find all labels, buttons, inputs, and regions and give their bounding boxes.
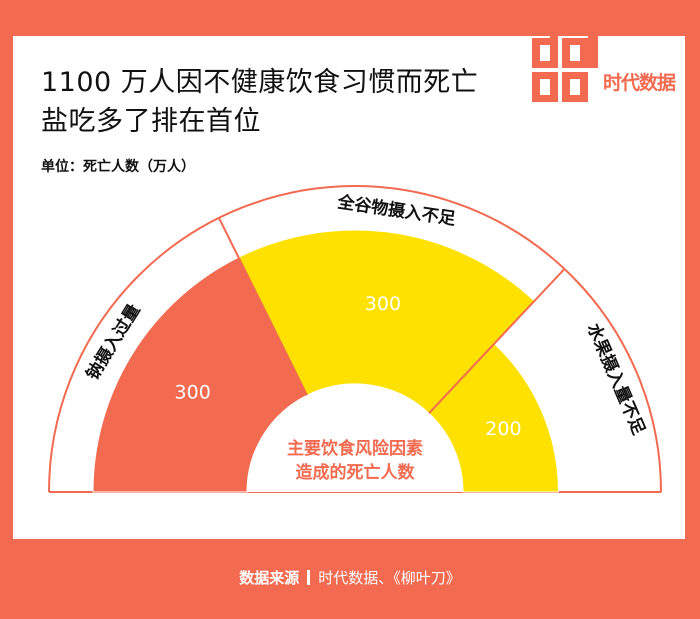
separator-1 bbox=[428, 268, 566, 414]
source-divider bbox=[307, 570, 311, 585]
footer: 数据来源 时代数据、《柳叶刀》 bbox=[0, 558, 700, 598]
data-logo-icon bbox=[532, 14, 598, 102]
brand-logo-text: 时代数据 bbox=[603, 72, 676, 94]
center-label-1: 造成的死亡人数 bbox=[296, 462, 416, 483]
source-label: 数据来源 bbox=[239, 569, 300, 587]
data-label-1: 300 bbox=[365, 293, 401, 315]
center-label-0: 主要饮食风险因素 bbox=[287, 438, 423, 459]
chart-subtitle: 盐吃多了排在首位 bbox=[41, 106, 261, 137]
unit-label: 单位：死亡人数（万人） bbox=[41, 159, 195, 175]
chart-title: 1100 万人因不健康饮食习惯而死亡 bbox=[41, 67, 479, 98]
center-hub bbox=[247, 384, 463, 492]
source-text: 时代数据、《柳叶刀》 bbox=[318, 569, 461, 587]
outer-arc bbox=[48, 185, 662, 493]
separator-0 bbox=[218, 217, 308, 396]
wedge-0 bbox=[92, 256, 308, 493]
data-label-0: 300 bbox=[175, 381, 211, 403]
data-label-2: 200 bbox=[485, 418, 521, 440]
